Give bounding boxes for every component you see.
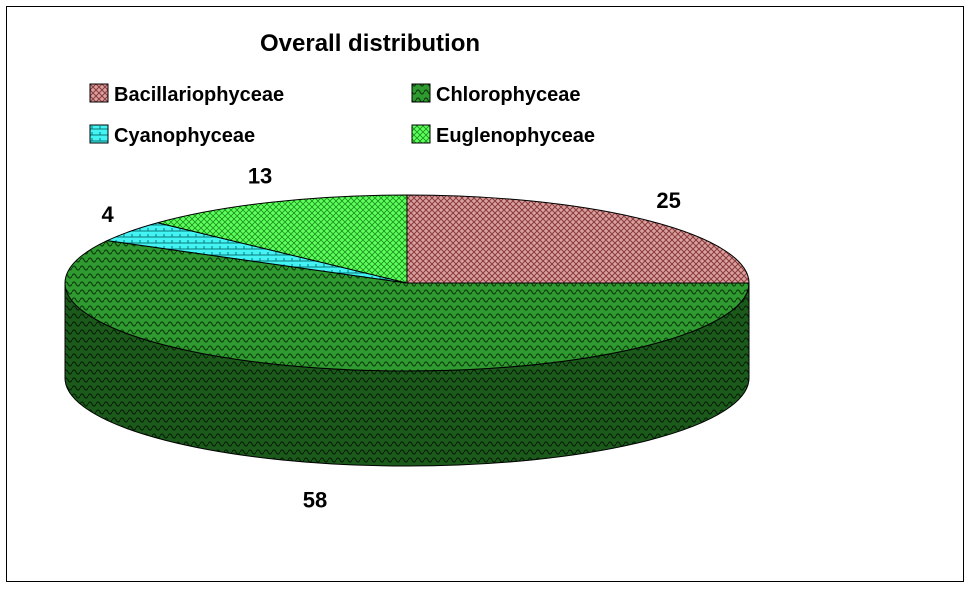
data-label-bacillariophyceae: 25 (656, 188, 680, 213)
pie-slice-euglenophyceae (157, 194, 408, 284)
data-label-chlorophyceae: 58 (303, 487, 327, 512)
pie-slice-chlorophyceae (64, 240, 750, 372)
pie-data-labels: 25 58 4 13 (102, 164, 681, 513)
legend-swatch-bacillariophyceae (89, 83, 109, 103)
legend-swatch-euglenophyceae (411, 124, 431, 144)
data-label-euglenophyceae: 13 (248, 164, 272, 189)
chart-title: Overall distribution (260, 30, 480, 57)
legend-label-euglenophyceae: Euglenophyceae (436, 125, 595, 147)
data-label-cyanophyceae: 4 (102, 202, 115, 227)
pie-slice-bacillariophyceae (406, 194, 750, 284)
legend-swatch-cyanophyceae (89, 124, 109, 144)
legend-swatch-chlorophyceae (411, 83, 431, 103)
pie-top-slices (64, 194, 750, 372)
legend: Bacillariophyceae Chlorophyceae Cyanophyce… (89, 83, 595, 147)
legend-label-cyanophyceae: Cyanophyceae (114, 125, 255, 147)
legend-label-chlorophyceae: Chlorophyceae (436, 84, 580, 106)
legend-label-bacillariophyceae: Bacillariophyceae (114, 84, 284, 106)
